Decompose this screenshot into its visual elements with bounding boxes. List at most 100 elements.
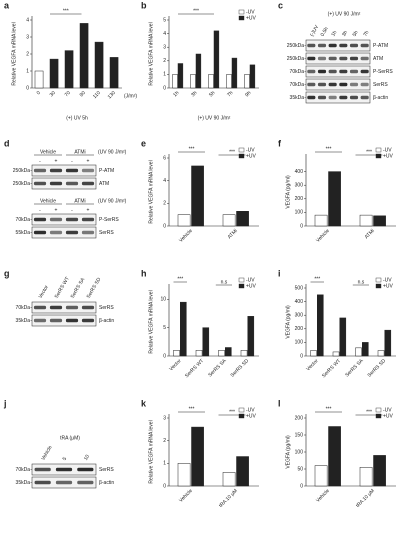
blot-frame [305, 65, 371, 78]
bar [314, 214, 328, 227]
blot-header: (UV 90 J/m²) [98, 198, 127, 204]
bar [231, 57, 238, 89]
legend-swatch [238, 283, 245, 289]
lane-label: + [55, 158, 58, 164]
legend-swatch [238, 277, 245, 283]
x-tick-label: 1h [172, 90, 180, 98]
lane-label: - [71, 158, 73, 164]
blot-band [33, 217, 47, 222]
blot-band [49, 168, 63, 173]
x-tick-label: SerRS SA [207, 358, 228, 379]
blot-band [55, 467, 73, 472]
lane-label: + [87, 207, 90, 213]
y-axis-label: Relative VEGFA mRNA level [148, 420, 154, 483]
blot-header: (+) UV 90 J/m² [328, 11, 361, 17]
legend-label: +UV [383, 283, 394, 289]
y-tick-label: 1 [26, 68, 29, 74]
significance-label: *** [366, 149, 372, 155]
y-tick-label: 400 [295, 169, 304, 175]
blot-band [317, 69, 327, 74]
blot-band [328, 56, 337, 61]
blot-band [33, 305, 47, 310]
blot-label: P-SerRS [99, 217, 119, 223]
blot-marker: 70kDa [290, 82, 305, 88]
blot-marker: 250kDa [287, 56, 304, 62]
y-tick-label: 0 [300, 483, 303, 489]
x-tick-label: ATMi [364, 228, 376, 240]
panel-letter: h [141, 268, 147, 278]
legend-swatch [238, 9, 245, 15]
blot-band [339, 43, 348, 48]
blot-band [307, 69, 316, 74]
bar [355, 347, 362, 357]
y-tick-label: 1 [163, 461, 166, 467]
legend-label: +UV [383, 153, 394, 159]
bar [244, 74, 250, 89]
lane-label: Vector [38, 284, 50, 300]
blot-frame [305, 52, 371, 65]
y-tick-label: 3 [163, 415, 166, 421]
panel-letter: d [4, 138, 10, 148]
bar [328, 171, 341, 227]
blot-band [307, 95, 316, 100]
blot-band [33, 168, 47, 173]
y-tick-label: 200 [295, 326, 304, 332]
bar [213, 30, 220, 89]
blot-band [34, 467, 51, 472]
significance-label: *** [177, 276, 183, 282]
blot-band [360, 43, 369, 48]
x-tick-label: Vehicle [178, 488, 194, 504]
blot-band [65, 168, 79, 173]
significance-label: *** [189, 406, 195, 412]
legend-label: +UV [246, 15, 257, 21]
blot-band [339, 69, 348, 74]
legend-label: -UV [383, 277, 392, 283]
blot-band [49, 181, 63, 186]
blot-band [317, 95, 327, 100]
bar [236, 456, 249, 487]
blot-band [307, 43, 316, 48]
legend-label: -UV [383, 147, 392, 153]
x-tick-label: SerRS SA [344, 358, 365, 379]
blot-marker: 35kDa [16, 480, 31, 486]
significance-label: *** [63, 8, 69, 14]
legend-swatch [375, 147, 382, 153]
lane-label: 5 [62, 456, 69, 462]
y-tick-label: 0 [300, 353, 303, 359]
x-tick-label: Vehicle [315, 488, 331, 504]
lane-label: 7h [362, 30, 370, 38]
legend-label: -UV [246, 277, 255, 283]
lane-label: + [87, 158, 90, 164]
panel-letter: f [278, 138, 282, 148]
y-tick-label: 2 [26, 51, 29, 57]
bar [180, 301, 187, 357]
legend-label: +UV [246, 283, 257, 289]
y-tick-label: 100 [295, 210, 304, 216]
y-tick-label: 300 [295, 313, 304, 319]
panel-letter: a [4, 0, 10, 10]
bar [317, 294, 324, 357]
blot-band [339, 95, 348, 100]
blot-condition: Vehicle [40, 149, 56, 155]
bar [191, 165, 204, 227]
bar [208, 74, 214, 89]
bar [222, 214, 236, 227]
blot-band [65, 230, 79, 235]
x-axis-label: (+) UV 90 J/m² [198, 115, 231, 121]
bar [332, 351, 340, 357]
bar [79, 23, 89, 89]
blot-band [49, 230, 63, 235]
blot-label: P-ATM [373, 43, 388, 49]
significance-label: *** [193, 8, 199, 14]
bar [173, 350, 180, 357]
legend-swatch [375, 413, 382, 419]
lane-label: 1h [330, 30, 338, 38]
legend-swatch [375, 277, 382, 283]
x-tick-label: SerRS WT [184, 358, 205, 379]
significance-label: *** [189, 146, 195, 152]
blot-band [65, 318, 79, 323]
y-tick-label: 3 [26, 34, 29, 40]
x-tick-label: 110 [92, 90, 102, 100]
blot-condition: Vehicle [40, 198, 56, 204]
bar [359, 214, 373, 227]
